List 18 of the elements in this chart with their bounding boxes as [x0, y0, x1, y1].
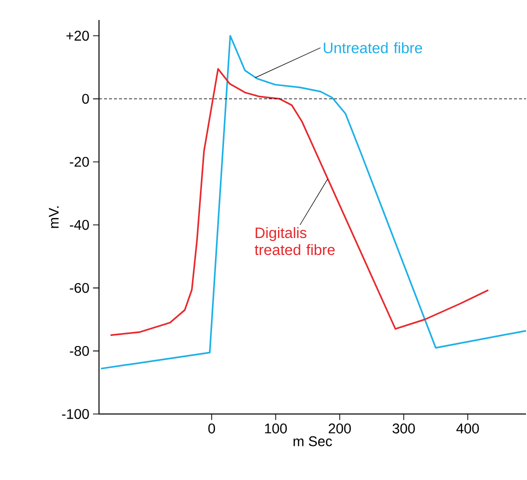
- x-tick-label: 100: [265, 424, 287, 434]
- x-tick-label: 400: [456, 424, 479, 434]
- y-axis-title: mV.: [48, 206, 59, 228]
- annotation: Digitalis treated fibre: [254, 227, 335, 256]
- y-tick-label: -100: [62, 409, 89, 419]
- line-series: [110, 68, 490, 336]
- y-tick-label: -40: [70, 220, 89, 230]
- y-tick-label: 0: [82, 94, 89, 104]
- annotation: Untreated fibre: [324, 42, 422, 54]
- y-tick-label: -80: [70, 346, 89, 356]
- x-tick-label: 0: [208, 424, 216, 434]
- line-series: [100, 34, 527, 370]
- y-tick-label: +20: [66, 30, 89, 41]
- x-tick-label: 300: [392, 424, 415, 434]
- x-tick-label: 200: [328, 424, 351, 434]
- y-tick-label: -60: [70, 282, 89, 293]
- y-tick-label: -20: [70, 156, 89, 167]
- x-axis-title: m Sec: [294, 436, 332, 446]
